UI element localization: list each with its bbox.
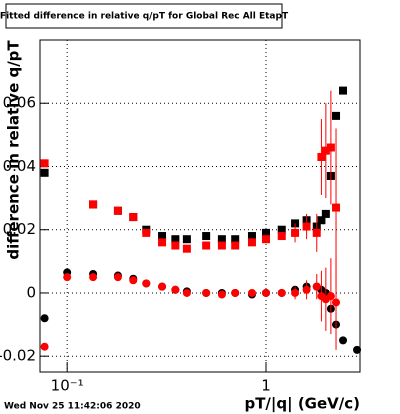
marker — [317, 216, 326, 225]
chart-title: Fitted difference in relative q/pT for G… — [0, 12, 289, 22]
marker — [158, 238, 167, 247]
marker — [247, 288, 256, 297]
title-box — [5, 3, 283, 29]
marker — [277, 288, 286, 297]
marker — [182, 244, 191, 253]
marker — [40, 168, 49, 177]
marker — [217, 290, 226, 299]
marker — [113, 273, 122, 282]
marker — [291, 288, 300, 297]
marker — [326, 292, 335, 301]
marker — [247, 232, 256, 241]
marker — [171, 235, 180, 244]
marker — [339, 86, 348, 95]
y-tick-label: -0.02 — [0, 347, 36, 365]
marker — [89, 273, 98, 282]
y-tick-label: 0.04 — [3, 157, 36, 175]
marker — [40, 314, 49, 323]
marker — [158, 232, 167, 241]
marker — [332, 111, 341, 120]
marker — [326, 143, 335, 152]
marker — [89, 200, 98, 209]
marker — [142, 279, 151, 288]
marker — [171, 285, 180, 294]
y-tick-label: 0.06 — [3, 94, 36, 112]
x-axis-title: pT/|q| (GeV/c) — [244, 395, 360, 414]
marker — [262, 228, 271, 237]
marker — [231, 288, 240, 297]
marker — [332, 298, 341, 307]
marker — [262, 288, 271, 297]
plot-frame — [39, 39, 361, 373]
y-tick-label: 0 — [26, 283, 36, 301]
marker — [113, 206, 122, 215]
marker — [202, 288, 211, 297]
marker — [40, 342, 49, 351]
marker — [231, 241, 240, 250]
marker — [332, 203, 341, 212]
marker — [247, 238, 256, 247]
marker — [40, 159, 49, 168]
marker — [217, 235, 226, 244]
y-tick-label: 0.02 — [3, 220, 36, 238]
marker — [302, 285, 311, 294]
y-axis-title: difference in relative q/pT — [5, 40, 23, 260]
marker — [321, 209, 330, 218]
marker — [182, 235, 191, 244]
marker — [202, 232, 211, 241]
marker — [158, 282, 167, 291]
x-tick-label: 10⁻¹ — [51, 377, 84, 395]
timestamp: Wed Nov 25 11:42:06 2020 — [4, 402, 141, 412]
marker — [312, 282, 321, 291]
x-tick-label: 1 — [261, 377, 271, 395]
marker — [202, 241, 211, 250]
marker — [129, 276, 138, 285]
marker — [353, 345, 362, 354]
marker — [217, 241, 226, 250]
marker — [63, 273, 72, 282]
marker — [312, 228, 321, 237]
marker — [182, 288, 191, 297]
marker — [231, 235, 240, 244]
marker — [277, 225, 286, 234]
marker — [171, 241, 180, 250]
marker — [142, 228, 151, 237]
marker — [302, 222, 311, 231]
marker — [277, 232, 286, 241]
marker — [129, 213, 138, 222]
marker — [339, 336, 348, 345]
marker — [262, 235, 271, 244]
marker — [321, 146, 330, 155]
marker — [291, 228, 300, 237]
marker — [317, 152, 326, 161]
